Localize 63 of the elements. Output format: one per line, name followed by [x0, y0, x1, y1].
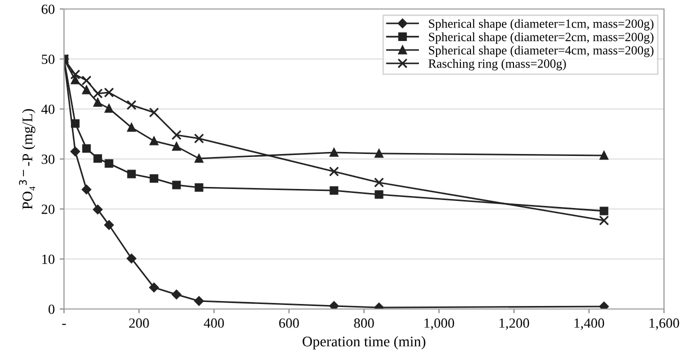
point — [172, 180, 181, 190]
point — [82, 184, 92, 194]
point — [82, 144, 91, 153]
point — [194, 296, 204, 306]
point — [600, 206, 608, 216]
legend-label: Spherical shape (diameter=2cm, mass=200g) — [428, 32, 654, 44]
x-tick-label: - — [62, 324, 66, 325]
point — [104, 104, 114, 113]
point — [194, 154, 204, 163]
point — [172, 290, 182, 300]
point — [70, 76, 80, 84]
point — [330, 148, 338, 157]
point — [149, 282, 159, 292]
y-tick-label: 0 — [48, 304, 54, 314]
point — [93, 154, 102, 163]
point — [599, 302, 609, 309]
point — [374, 190, 384, 199]
x-tick-label: 1,200 — [500, 318, 530, 330]
point — [330, 186, 338, 195]
point — [374, 149, 384, 158]
y-tick-label: 60 — [42, 4, 54, 14]
point — [149, 108, 159, 118]
point — [82, 86, 91, 94]
y-tick-label: 30 — [42, 154, 54, 164]
point — [70, 146, 80, 156]
point — [329, 301, 339, 309]
point — [126, 254, 136, 264]
legend-label: Spherical shape (diameter=1cm, mass=200g) — [428, 19, 654, 30]
point — [82, 76, 92, 86]
point — [329, 166, 339, 176]
y-tick-label: 20 — [42, 204, 54, 214]
point — [127, 123, 136, 132]
x-tick-label: 400 — [204, 318, 224, 328]
point — [104, 220, 114, 230]
x-tick-label: 600 — [279, 318, 299, 328]
x-tick-label: 1,000 — [424, 318, 454, 330]
point — [600, 151, 608, 160]
point — [599, 216, 609, 226]
point — [70, 119, 80, 128]
y-axis-title: PO₄$^{3−}$-P (mg/L) — [19, 109, 36, 210]
legend-label: Rasching ring (mass=200g) — [428, 59, 566, 70]
point — [172, 130, 182, 140]
point — [104, 159, 114, 168]
point — [127, 170, 136, 178]
point — [194, 183, 204, 192]
y-tick-label: 40 — [41, 104, 54, 114]
x-tick-label: 800 — [354, 318, 374, 328]
point — [126, 100, 136, 110]
point — [93, 98, 102, 107]
point — [194, 134, 204, 144]
x-tick-label: 1,600 — [650, 318, 680, 330]
point — [150, 136, 158, 146]
y-tick-label: 50 — [42, 54, 54, 64]
x-tick-label: 1,400 — [574, 318, 604, 330]
point — [172, 142, 181, 151]
x-axis-title: Operation time (min) — [302, 336, 426, 350]
legend-label: Spherical shape (diameter=4cm, mass=200g) — [428, 46, 654, 58]
point — [374, 178, 384, 188]
x-tick-label: 200 — [129, 318, 149, 328]
point — [150, 174, 158, 183]
y-tick-label: 10 — [42, 254, 54, 264]
point — [70, 70, 80, 80]
point — [92, 204, 103, 214]
